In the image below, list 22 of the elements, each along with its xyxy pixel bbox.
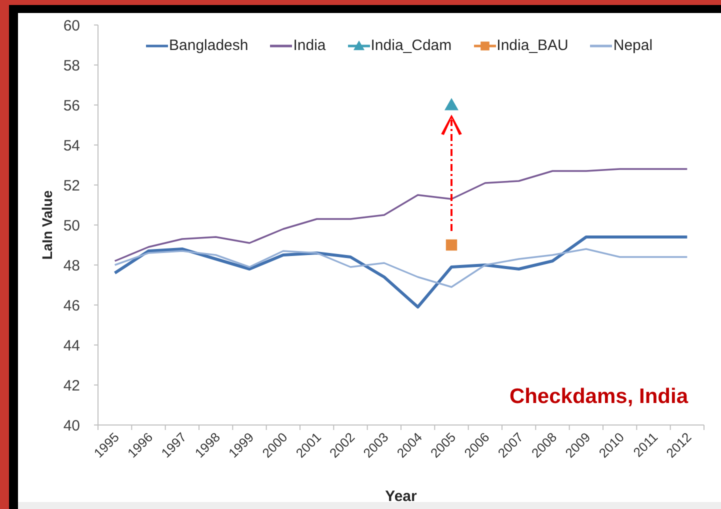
x-axis-title: Year [385,488,418,505]
y-tick-label: 44 [63,337,80,354]
legend-label: Nepal [613,37,653,54]
line-series [114,248,688,288]
line-series [113,236,689,308]
line-series [114,168,688,262]
y-tick-label: 56 [63,97,80,114]
y-tick-label: 46 [63,297,80,314]
y-tick-label: 54 [63,137,80,154]
y-tick-label: 52 [63,177,80,194]
y-tick-label: 58 [63,57,80,74]
legend-label: India_Cdam [370,37,452,54]
y-axis-title: LaIn Value [38,190,55,260]
y-tick-label: 48 [63,257,80,274]
legend-label: India [293,37,326,54]
y-tick-label: 42 [63,377,80,394]
legend-label: India_BAU [496,37,568,54]
y-tick-label: 40 [63,417,80,434]
annotation: Checkdams, India [508,385,688,409]
legend-label: Bangladesh [169,37,248,54]
y-tick-label: 50 [63,217,80,234]
y-tick-label: 60 [63,17,80,34]
